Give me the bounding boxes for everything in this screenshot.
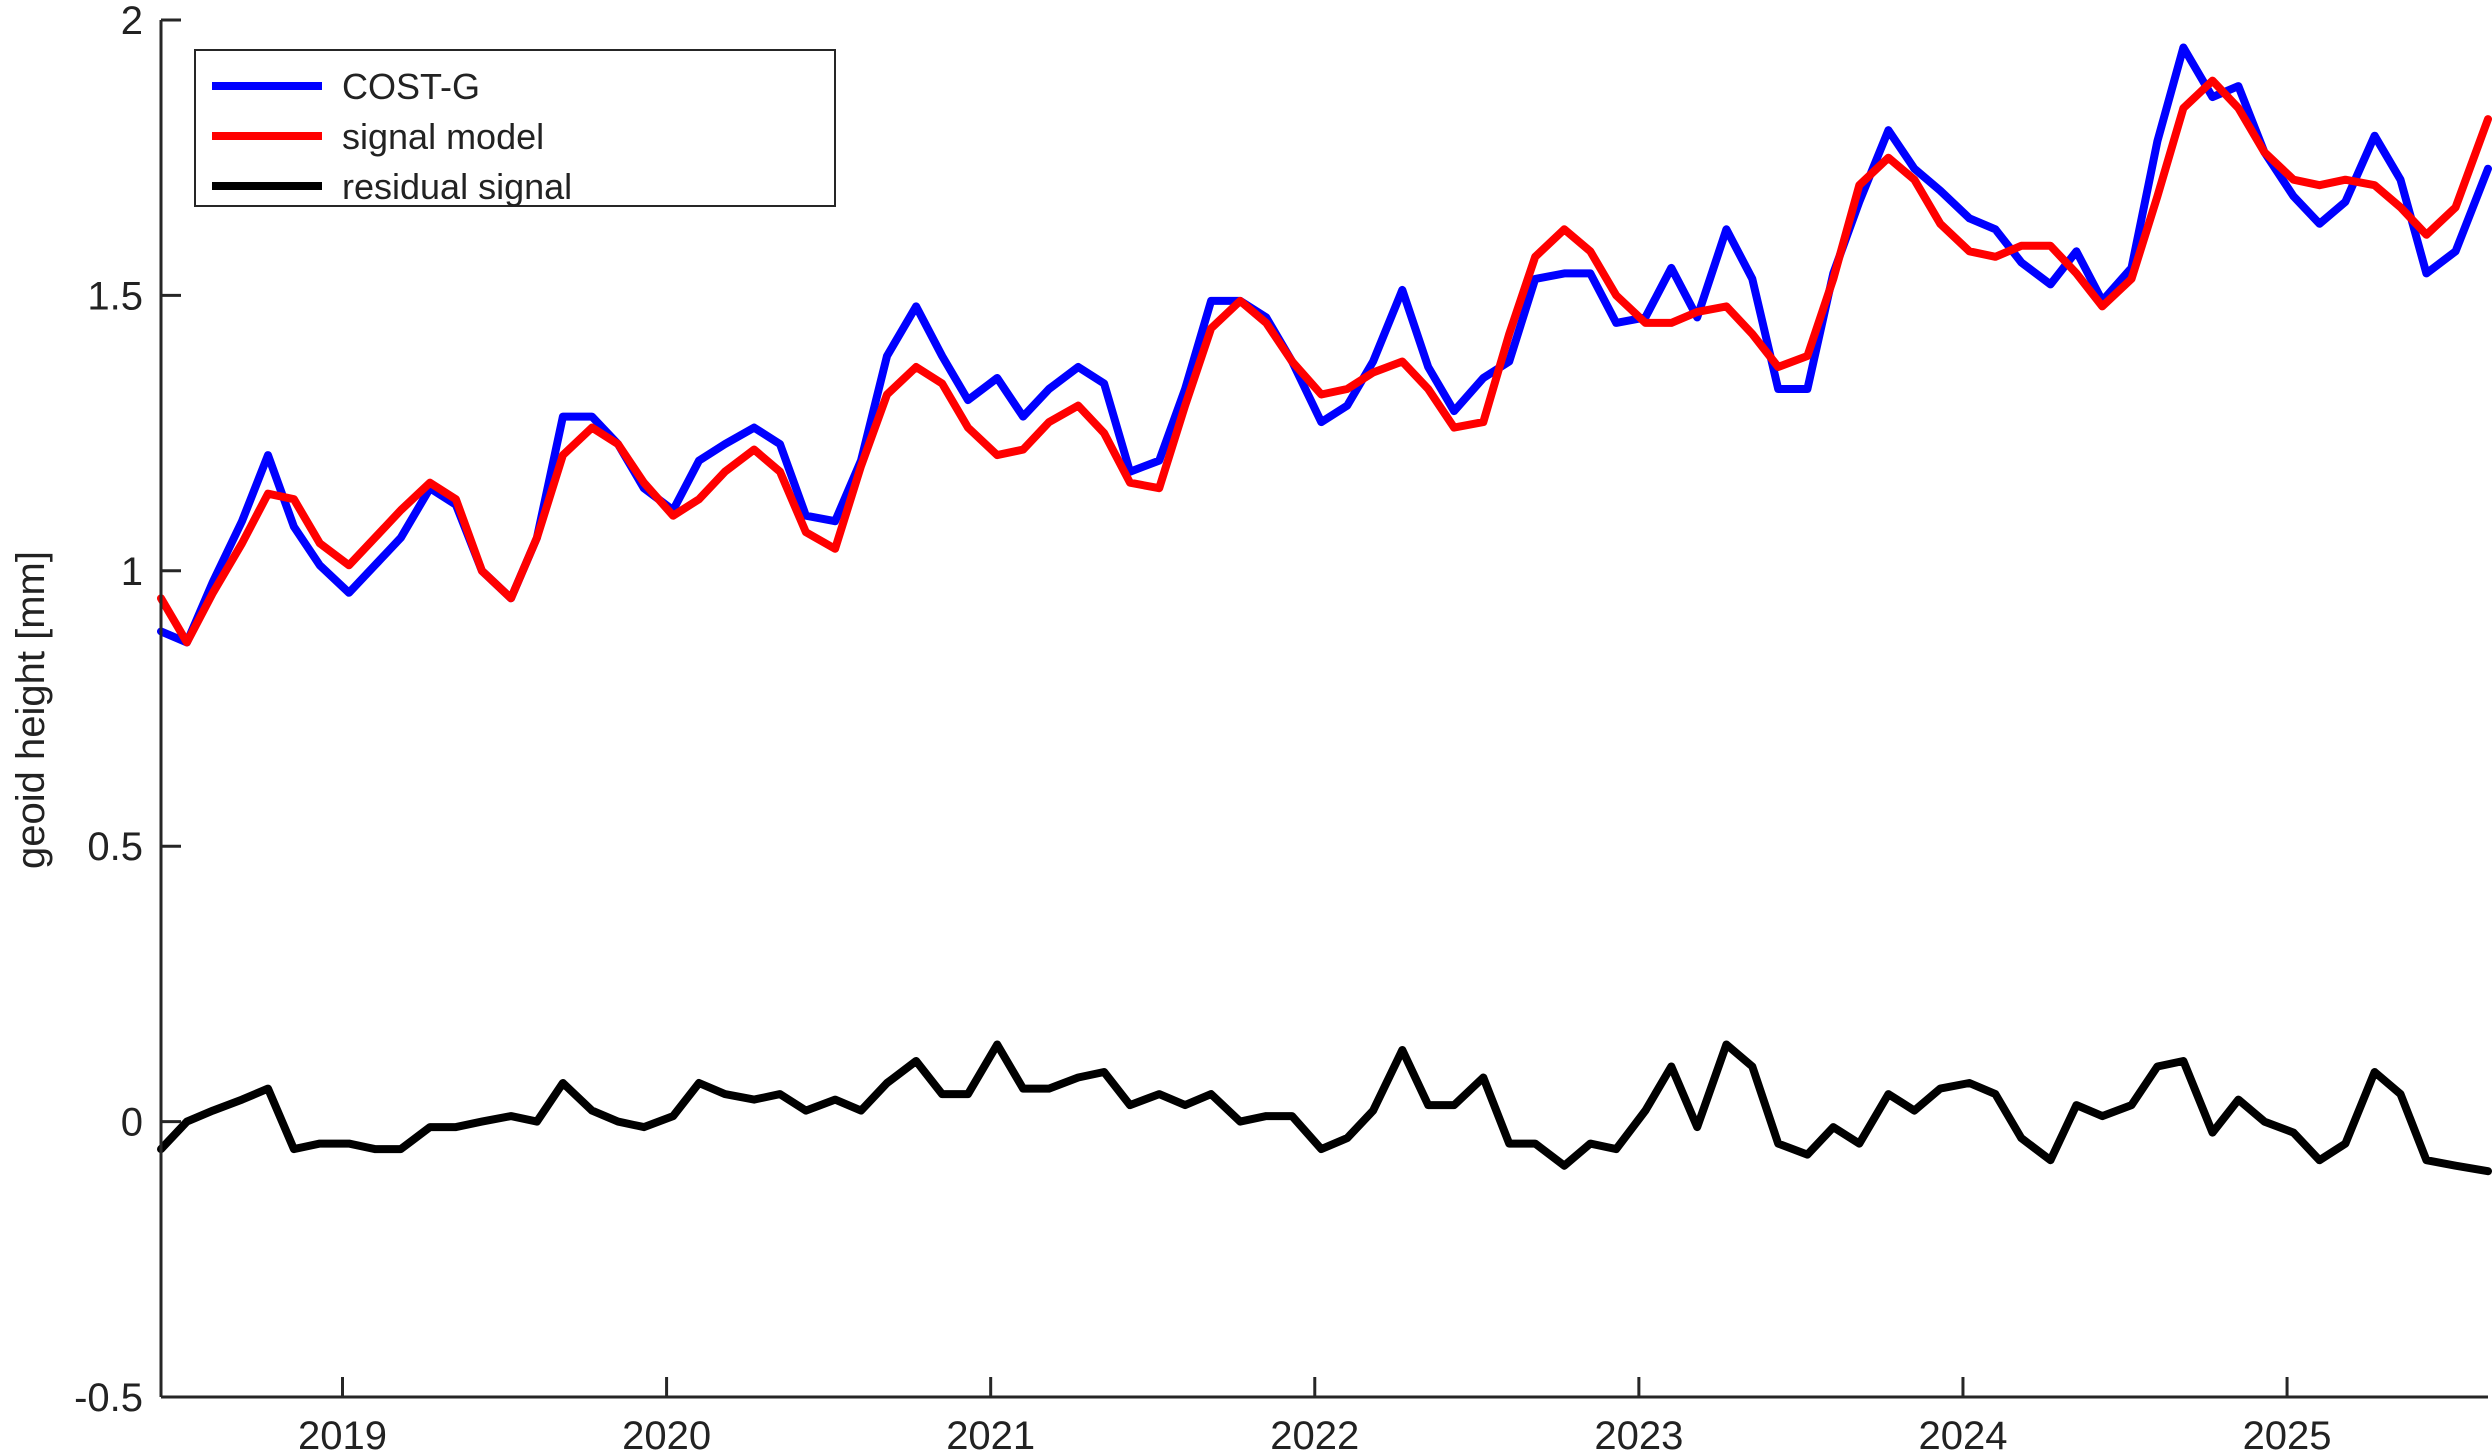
x-tick-label: 2021 [946,1414,1035,1454]
legend: COST-G signal model residual signal [194,49,836,207]
y-tick-label: 1 [121,550,143,594]
x-ticks: 2019 2020 2021 2022 2023 2024 2025 [298,1377,2332,1454]
y-tick-label: 0.5 [87,825,143,869]
x-tick-label: 2024 [1918,1414,2007,1454]
legend-label: COST-G [342,66,480,107]
y-tick-label: 1.5 [87,274,143,318]
y-ticks: -0.5 0 0.5 1 1.5 2 [74,0,181,1420]
series-line-residual-signal [157,1040,2492,1176]
plot-area [157,43,2492,1176]
legend-box [194,49,836,207]
x-tick-label: 2023 [1594,1414,1683,1454]
y-tick-label: -0.5 [74,1376,143,1420]
y-axis-label: geoid height [mm] [9,551,53,869]
legend-label: residual signal [342,166,572,207]
y-tick-label: 2 [121,0,143,43]
x-tick-label: 2020 [622,1414,711,1454]
x-tick-label: 2019 [298,1414,387,1454]
series-line-signal-model [157,76,2492,647]
x-tick-label: 2022 [1270,1414,1359,1454]
x-tick-label: 2025 [2243,1414,2332,1454]
legend-label: signal model [342,116,544,157]
axes [159,20,2488,1399]
y-tick-label: 0 [121,1101,143,1145]
